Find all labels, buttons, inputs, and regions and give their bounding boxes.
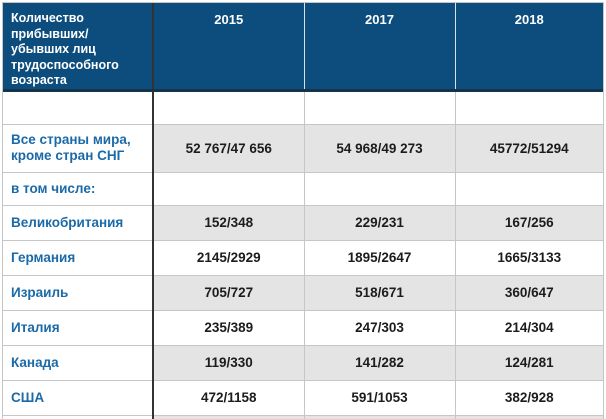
row-label-cell: Все страны мира, кроме стран СНГ	[3, 123, 153, 172]
table-row-all-countries: Все страны мира, кроме стран СНГ 52 767/…	[3, 123, 603, 172]
table-row-including: в том числе:	[3, 171, 603, 205]
year-column-header-2018: 2018	[454, 3, 603, 92]
value-cell-2015	[152, 90, 304, 124]
value-cell-2017: 1895/2647	[303, 239, 455, 275]
value-cell-2017: 247/303	[303, 309, 455, 345]
table-row-italy: Италия 235/389 247/303 214/304	[3, 309, 603, 345]
year-column-header-2015: 2015	[152, 3, 304, 92]
table-header-row: Количество прибывших/убывших лиц трудосп…	[3, 3, 603, 92]
value-cell-2017: 54 968/49 273	[303, 123, 455, 172]
value-cell-2017: 141/282	[303, 344, 455, 380]
value-cell-2017: 229/231	[303, 204, 455, 240]
row-label-cell: Финляндия	[3, 414, 153, 419]
value-cell-2015: 52 767/47 656	[152, 123, 304, 172]
value-cell-2015: 213/456	[152, 414, 304, 419]
row-label-cell: в том числе:	[3, 171, 153, 205]
value-cell-2018	[454, 171, 603, 205]
value-cell-2017: 591/1053	[303, 379, 455, 415]
value-cell-2015	[152, 171, 304, 205]
value-cell-2018: 360/647	[454, 274, 603, 310]
value-cell-2018: 124/281	[454, 344, 603, 380]
value-cell-2015: 119/330	[152, 344, 304, 380]
value-cell-2017	[303, 171, 455, 205]
table-row-germany: Германия 2145/2929 1895/2647 1665/3133	[3, 239, 603, 275]
row-label-cell: США	[3, 379, 153, 415]
table-row-israel: Израиль 705/727 518/671 360/647	[3, 274, 603, 310]
table-row-empty	[3, 90, 603, 124]
value-cell-2015: 152/348	[152, 204, 304, 240]
value-cell-2018: 214/304	[454, 309, 603, 345]
value-cell-2015: 2145/2929	[152, 239, 304, 275]
row-label-cell	[3, 90, 153, 124]
row-label-cell: Израиль	[3, 274, 153, 310]
table-row-uk: Великобритания 152/348 229/231 167/256	[3, 204, 603, 240]
table-row-usa: США 472/1158 591/1053 382/928	[3, 379, 603, 415]
table-title-cell: Количество прибывших/убывших лиц трудосп…	[3, 3, 153, 92]
row-label-cell: Канада	[3, 344, 153, 380]
value-cell-2017: 178/378	[303, 414, 455, 419]
value-cell-2018: 45772/51294	[454, 123, 603, 172]
value-cell-2018	[454, 90, 603, 124]
migration-table: Количество прибывших/убывших лиц трудосп…	[3, 3, 603, 419]
value-cell-2015: 472/1158	[152, 379, 304, 415]
value-cell-2015: 705/727	[152, 274, 304, 310]
table-row-finland: Финляндия 213/456 178/378 179/338	[3, 414, 603, 419]
value-cell-2018: 382/928	[454, 379, 603, 415]
value-cell-2017	[303, 90, 455, 124]
value-cell-2017: 518/671	[303, 274, 455, 310]
year-column-header-2017: 2017	[303, 3, 455, 92]
row-label-cell: Великобритания	[3, 204, 153, 240]
row-label-cell: Италия	[3, 309, 153, 345]
row-label-cell: Германия	[3, 239, 153, 275]
value-cell-2018: 179/338	[454, 414, 603, 419]
value-cell-2018: 167/256	[454, 204, 603, 240]
value-cell-2018: 1665/3133	[454, 239, 603, 275]
value-cell-2015: 235/389	[152, 309, 304, 345]
table-row-canada: Канада 119/330 141/282 124/281	[3, 344, 603, 380]
